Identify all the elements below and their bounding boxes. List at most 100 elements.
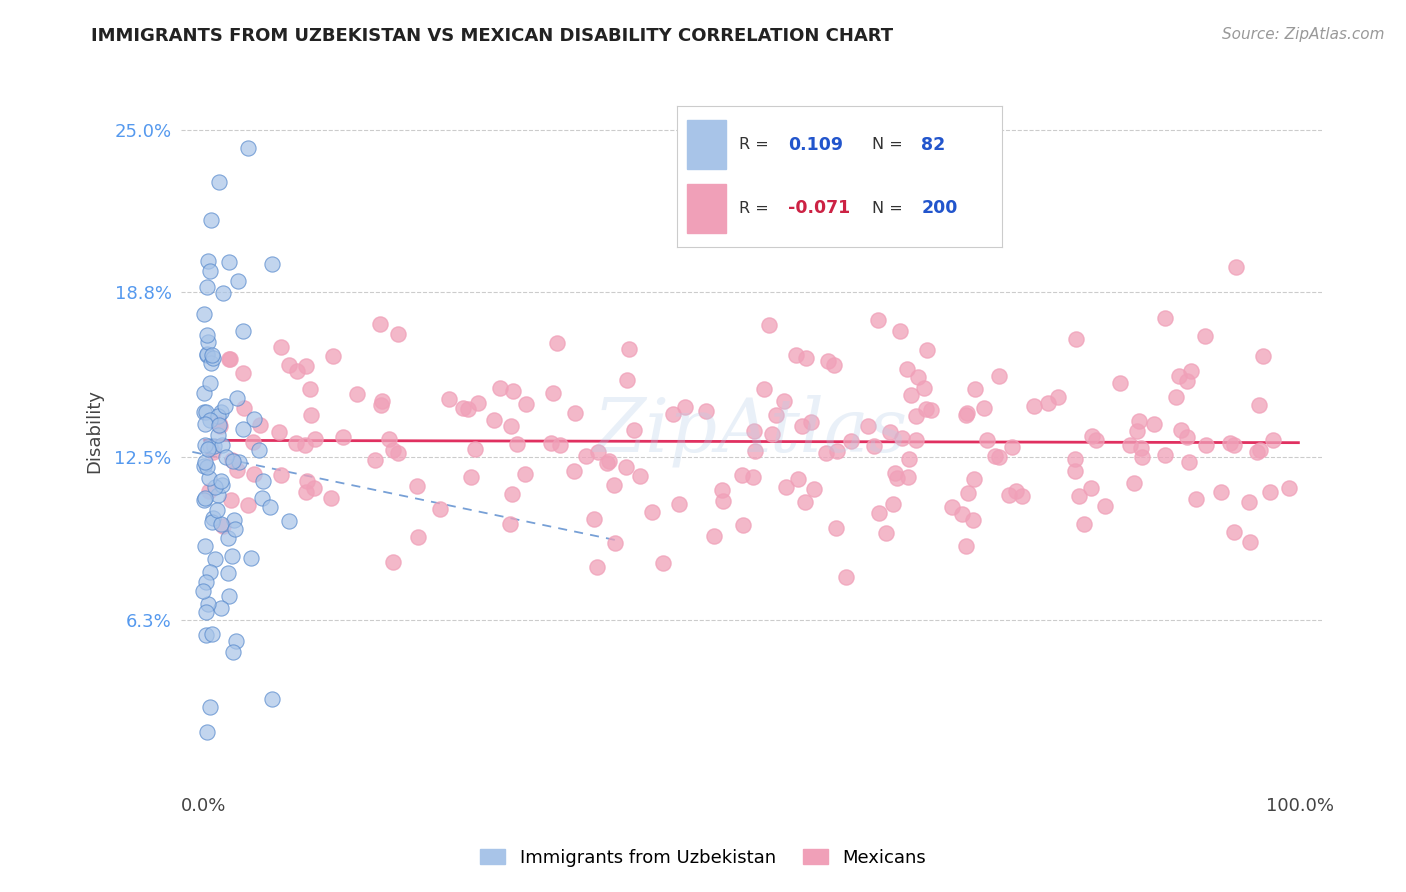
Point xyxy=(1118,437,1140,451)
Point xyxy=(1185,492,1208,507)
Point xyxy=(201,348,224,362)
Point xyxy=(614,460,637,475)
Point xyxy=(703,529,725,543)
Point xyxy=(765,408,787,422)
Point xyxy=(201,510,224,524)
Point xyxy=(825,521,848,535)
Point xyxy=(219,352,242,367)
Point xyxy=(200,356,222,370)
Point xyxy=(194,417,217,432)
Point xyxy=(1249,443,1271,458)
Point xyxy=(662,407,685,421)
Point xyxy=(1177,455,1199,469)
Point xyxy=(988,369,1011,384)
Point xyxy=(897,451,920,466)
Point xyxy=(250,491,273,506)
Point xyxy=(904,433,927,447)
Point xyxy=(605,536,627,550)
Point xyxy=(794,495,817,509)
Point xyxy=(1168,369,1191,384)
Point xyxy=(211,438,233,452)
Point xyxy=(217,532,239,546)
Point xyxy=(711,494,734,508)
Point xyxy=(387,327,409,342)
Point xyxy=(332,430,354,444)
Point xyxy=(562,464,585,478)
Point xyxy=(217,566,239,580)
Point xyxy=(984,450,1007,464)
Point xyxy=(202,351,225,365)
Point xyxy=(232,366,254,380)
Point xyxy=(546,336,568,351)
Point xyxy=(1036,396,1059,410)
Point xyxy=(218,255,240,269)
Point xyxy=(218,590,240,604)
Point xyxy=(868,506,890,520)
Point xyxy=(195,279,218,293)
Point xyxy=(1130,441,1153,455)
Point xyxy=(1164,390,1187,404)
Point xyxy=(773,394,796,409)
Point xyxy=(775,480,797,494)
Point xyxy=(875,525,897,540)
Point xyxy=(1175,430,1198,444)
Point xyxy=(387,446,409,460)
Point xyxy=(201,516,224,530)
Point xyxy=(896,362,918,376)
Point xyxy=(914,401,936,416)
Point xyxy=(278,359,301,373)
Point xyxy=(1154,448,1177,462)
Point xyxy=(1239,495,1261,509)
Point xyxy=(298,382,321,396)
Point xyxy=(616,373,638,387)
Point xyxy=(956,485,979,500)
Point xyxy=(364,452,387,467)
Point xyxy=(195,574,218,589)
Point xyxy=(582,512,605,526)
Point xyxy=(460,469,482,483)
Point xyxy=(197,442,219,456)
Point xyxy=(785,348,807,362)
Point xyxy=(236,140,259,154)
Point xyxy=(212,519,235,533)
Point xyxy=(219,492,242,507)
Point xyxy=(193,459,215,474)
Point xyxy=(1004,483,1026,498)
Point xyxy=(221,645,243,659)
Point xyxy=(194,455,217,469)
Point xyxy=(506,437,529,451)
Point xyxy=(208,417,231,432)
Point xyxy=(598,454,620,468)
Point xyxy=(744,424,766,438)
Point xyxy=(370,398,392,412)
Point xyxy=(193,405,215,419)
Point xyxy=(211,405,233,419)
Point xyxy=(221,549,243,563)
Point xyxy=(209,418,232,433)
Point xyxy=(1263,434,1285,448)
Point xyxy=(346,387,368,401)
Point xyxy=(489,381,512,395)
Point xyxy=(897,470,920,484)
Point xyxy=(1085,433,1108,447)
Point xyxy=(1064,332,1087,346)
Point xyxy=(886,471,908,485)
Point xyxy=(963,382,986,396)
Point xyxy=(742,470,765,484)
Point xyxy=(204,439,226,453)
Point xyxy=(270,467,292,482)
Point xyxy=(1180,363,1202,377)
Point xyxy=(224,521,246,535)
Point xyxy=(1067,489,1090,503)
Point xyxy=(731,467,754,482)
Point xyxy=(214,400,236,414)
Point xyxy=(863,439,886,453)
Point xyxy=(299,408,322,422)
Point xyxy=(194,491,217,505)
Point xyxy=(232,324,254,338)
Point xyxy=(950,507,973,521)
Point xyxy=(233,401,256,416)
Point xyxy=(1223,524,1246,539)
Point xyxy=(429,502,451,516)
Point xyxy=(197,597,219,611)
